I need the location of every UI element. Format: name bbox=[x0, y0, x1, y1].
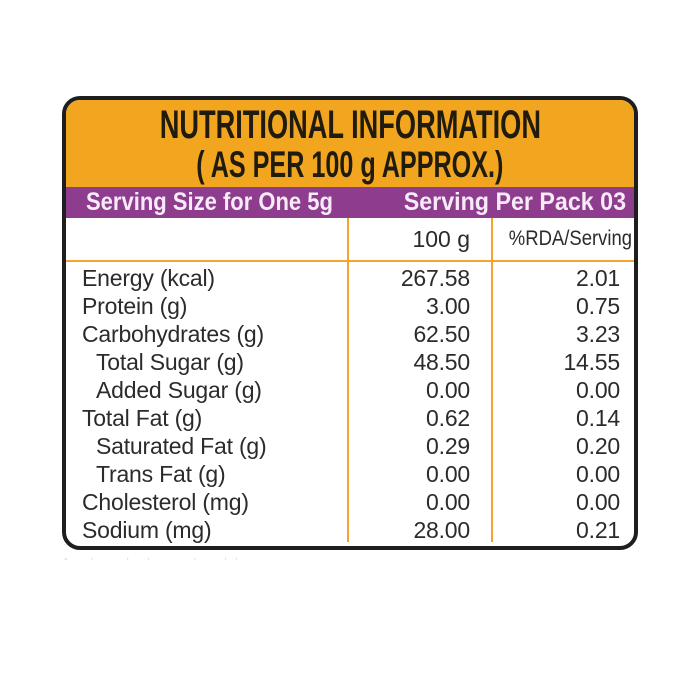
row-value-100g: 0.00 bbox=[426, 460, 470, 487]
row-value-rda: 0.00 bbox=[576, 376, 620, 403]
row-value-rda: 0.00 bbox=[576, 488, 620, 515]
row-label: Saturated Fat (g) bbox=[96, 432, 267, 459]
row-value-rda: 0.00 bbox=[576, 460, 620, 487]
table-row: Energy (kcal) 267.58 2.01 bbox=[66, 264, 634, 292]
table-header-row: 100 g %RDA/Serving bbox=[66, 218, 634, 262]
serving-size-text: Serving Size for One 5g bbox=[86, 188, 333, 216]
row-label: Total Fat (g) bbox=[82, 404, 203, 431]
row-value-100g: 3.00 bbox=[426, 292, 470, 319]
row-value-rda: 2.01 bbox=[576, 264, 620, 291]
nutrition-label: NUTRITIONAL INFORMATION ( AS PER 100 g A… bbox=[62, 96, 638, 550]
table-body: Energy (kcal) 267.58 2.01 Protein (g) 3.… bbox=[66, 262, 634, 544]
row-value-100g: 0.29 bbox=[426, 432, 470, 459]
nutrition-table: 100 g %RDA/Serving Energy (kcal) 267.58 … bbox=[66, 218, 634, 544]
table-row: Protein (g) 3.00 0.75 bbox=[66, 292, 634, 320]
table-row: Saturated Fat (g) 0.29 0.20 bbox=[66, 432, 634, 460]
row-label: Sodium (mg) bbox=[82, 516, 212, 543]
row-value-100g: 0.00 bbox=[426, 376, 470, 403]
row-value-100g: 0.62 bbox=[426, 404, 470, 431]
table-row: Total Sugar (g) 48.50 14.55 bbox=[66, 348, 634, 376]
row-value-100g: 48.50 bbox=[413, 348, 470, 375]
row-value-rda: 3.23 bbox=[576, 320, 620, 347]
column-header-rda-text: %RDA/Serving bbox=[508, 227, 633, 250]
faded-footnote-text: - · · · · · · bbox=[64, 553, 241, 565]
row-label: Trans Fat (g) bbox=[96, 460, 226, 487]
row-value-rda: 0.14 bbox=[576, 404, 620, 431]
row-value-rda: 0.21 bbox=[576, 516, 620, 543]
row-value-100g: 267.58 bbox=[400, 264, 470, 291]
table-row: Sodium (mg) 28.00 0.21 bbox=[66, 516, 634, 544]
row-label: Total Sugar (g) bbox=[96, 348, 244, 375]
row-label: Energy (kcal) bbox=[82, 264, 215, 291]
row-label: Added Sugar (g) bbox=[96, 376, 262, 403]
row-value-rda: 14.55 bbox=[563, 348, 620, 375]
table-row: Cholesterol (mg) 0.00 0.00 bbox=[66, 488, 634, 516]
table-row: Carbohydrates (g) 62.50 3.23 bbox=[66, 320, 634, 348]
row-value-100g: 62.50 bbox=[413, 320, 470, 347]
label-subtitle: ( AS PER 100 g APPROX.) bbox=[196, 143, 504, 185]
table-row: Trans Fat (g) 0.00 0.00 bbox=[66, 460, 634, 488]
serving-per-pack-text: Serving Per Pack 03 bbox=[403, 188, 626, 216]
row-label: Carbohydrates (g) bbox=[82, 320, 264, 347]
serving-info-bar: Serving Size for One 5g Serving Per Pack… bbox=[66, 187, 634, 218]
row-label: Cholesterol (mg) bbox=[82, 488, 249, 515]
label-title: NUTRITIONAL INFORMATION bbox=[159, 102, 541, 147]
column-divider-line-1 bbox=[347, 218, 349, 542]
column-header-rda: %RDA/Serving bbox=[492, 227, 634, 251]
row-value-100g: 0.00 bbox=[426, 488, 470, 515]
row-value-rda: 0.75 bbox=[576, 292, 620, 319]
table-row: Added Sugar (g) 0.00 0.00 bbox=[66, 376, 634, 404]
column-divider-line-2 bbox=[491, 218, 493, 542]
table-row: Total Fat (g) 0.62 0.14 bbox=[66, 404, 634, 432]
row-value-100g: 28.00 bbox=[413, 516, 470, 543]
row-label: Protein (g) bbox=[82, 292, 188, 319]
row-value-rda: 0.20 bbox=[576, 432, 620, 459]
column-header-amount: 100 g bbox=[412, 225, 470, 252]
label-title-band: NUTRITIONAL INFORMATION ( AS PER 100 g A… bbox=[66, 100, 634, 187]
